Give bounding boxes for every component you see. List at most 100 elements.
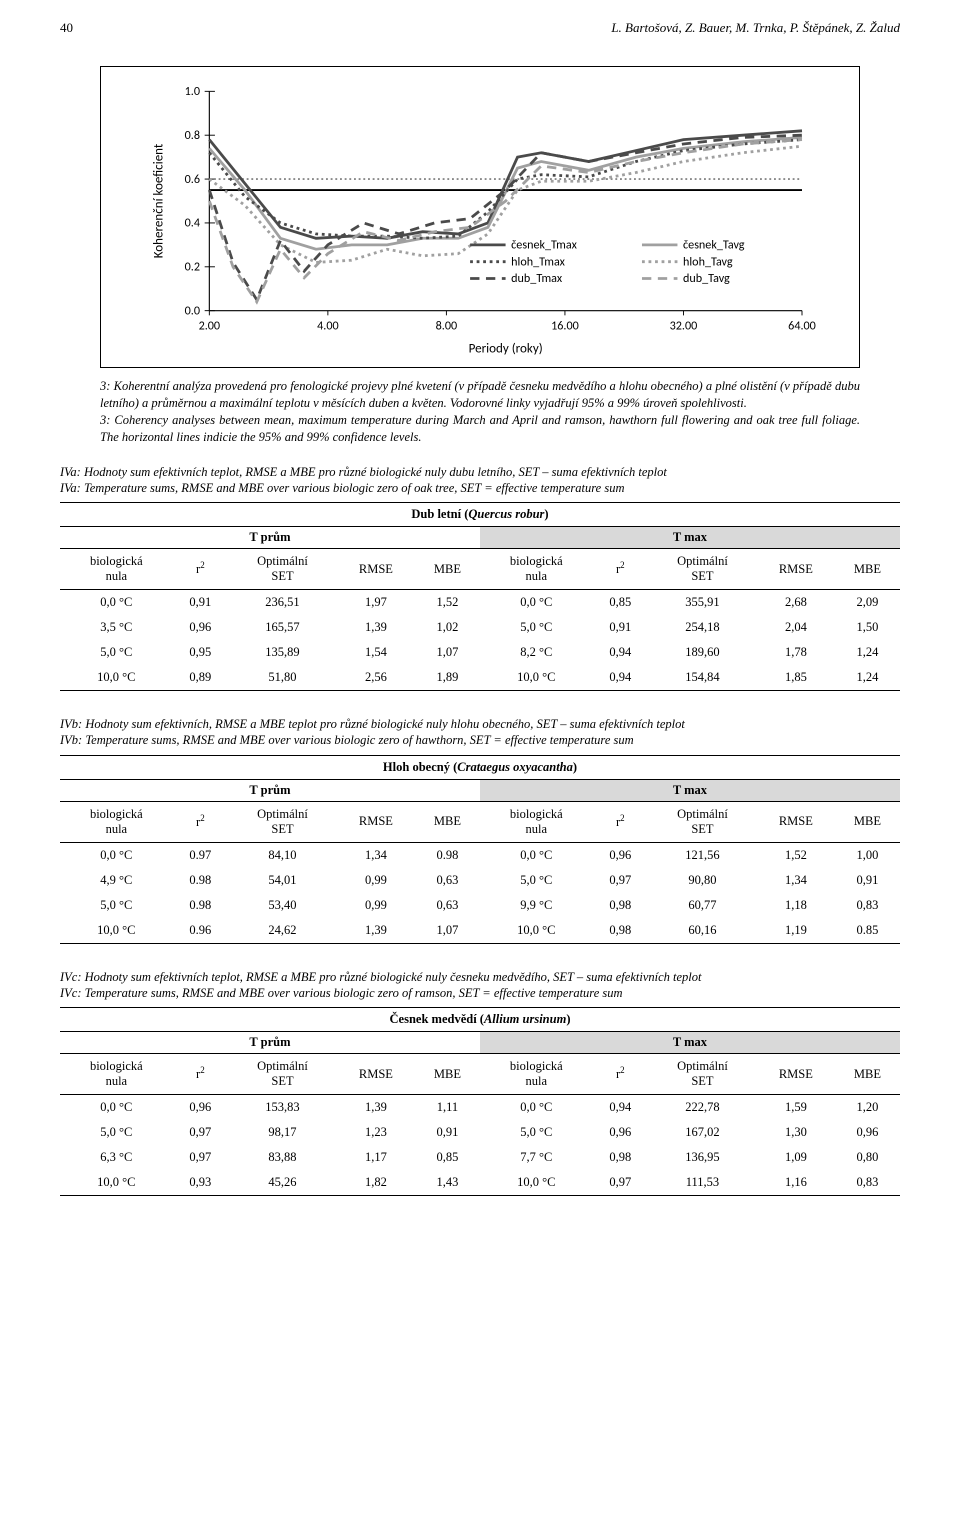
page-number: 40 xyxy=(60,20,73,36)
col-bio-nula: biologickánula xyxy=(60,549,173,590)
table-row: 0,0 °C0,91236,511,971,520,0 °C0,85355,91… xyxy=(60,590,900,616)
table-cell: 0,99 xyxy=(337,893,415,918)
page-header: 40 L. Bartošová, Z. Bauer, M. Trnka, P. … xyxy=(60,20,900,36)
table-cell: 9,9 °C xyxy=(480,893,593,918)
table-cell: 0.98 xyxy=(173,868,228,893)
table-cell: 90,80 xyxy=(648,868,757,893)
table-cell: 1,24 xyxy=(835,640,900,665)
table-cell: 1,00 xyxy=(835,842,900,868)
table-cell: 1,43 xyxy=(415,1170,480,1196)
table-row: 10,0 °C0,8951,802,561,8910,0 °C0,94154,8… xyxy=(60,665,900,691)
figure-caption-cz: 3: Koherentní analýza provedená pro feno… xyxy=(100,379,860,410)
table-cell: 0,0 °C xyxy=(60,1095,173,1121)
table-cell: 0,83 xyxy=(835,893,900,918)
table-cell: 1,78 xyxy=(757,640,835,665)
table-cell: 1,34 xyxy=(337,842,415,868)
svg-text:0.2: 0.2 xyxy=(185,260,200,275)
table-cell: 84,10 xyxy=(228,842,337,868)
table-cell: 10,0 °C xyxy=(480,1170,593,1196)
table-cell: 54,01 xyxy=(228,868,337,893)
table-cell: 1,59 xyxy=(757,1095,835,1121)
svg-text:Koherenční koeficient: Koherenční koeficient xyxy=(151,143,167,258)
col-bio-nula-2: biologickánula xyxy=(480,1054,593,1095)
table-cell: 1,50 xyxy=(835,615,900,640)
table-cell: 5,0 °C xyxy=(480,615,593,640)
table-cell: 1,39 xyxy=(337,615,415,640)
svg-text:1.0: 1.0 xyxy=(185,84,200,99)
table-caption: IVa: Hodnoty sum efektivních teplot, RMS… xyxy=(60,464,900,497)
svg-text:0.0: 0.0 xyxy=(185,303,200,318)
table-cell: 0.98 xyxy=(415,842,480,868)
table-cell: 2,56 xyxy=(337,665,415,691)
table-cell: 1,54 xyxy=(337,640,415,665)
table-cell: 1,39 xyxy=(337,918,415,944)
table-cell: 1,07 xyxy=(415,918,480,944)
col-opt-set-2: OptimálníSET xyxy=(648,801,757,842)
table-cell: 2,04 xyxy=(757,615,835,640)
col-opt-set: OptimálníSET xyxy=(228,549,337,590)
table-cell: 1,30 xyxy=(757,1120,835,1145)
figure-caption: 3: Koherentní analýza provedená pro feno… xyxy=(100,378,860,446)
table-cell: 0,96 xyxy=(173,615,228,640)
table-cell: 165,57 xyxy=(228,615,337,640)
table-row: 5,0 °C0,9798,171,230,915,0 °C0,96167,021… xyxy=(60,1120,900,1145)
col-opt-set-2: OptimálníSET xyxy=(648,549,757,590)
svg-text:česnek_Tmax: česnek_Tmax xyxy=(511,238,577,253)
table-cell: 1,82 xyxy=(337,1170,415,1196)
col-mbe-2: MBE xyxy=(835,1054,900,1095)
table-cell: 0,0 °C xyxy=(60,590,173,616)
table-cell: 4,9 °C xyxy=(60,868,173,893)
table-cell: 1,18 xyxy=(757,893,835,918)
group-tprum: T prům xyxy=(60,527,480,549)
data-table: Dub letní (Quercus robur) T prům T max b… xyxy=(60,502,900,691)
table-cell: 111,53 xyxy=(648,1170,757,1196)
svg-text:hloh_Tmax: hloh_Tmax xyxy=(511,254,565,269)
group-tmax: T max xyxy=(480,1032,900,1054)
figure-caption-en: 3: Coherency analyses between mean, maxi… xyxy=(100,413,860,444)
col-rmse: RMSE xyxy=(337,1054,415,1095)
table-cell: 153,83 xyxy=(228,1095,337,1121)
table-row: 6,3 °C0,9783,881,170,857,7 °C0,98136,951… xyxy=(60,1145,900,1170)
table-cell: 1,23 xyxy=(337,1120,415,1145)
species-title: Hloh obecný (Crataegus oxyacantha) xyxy=(60,755,900,779)
table-cell: 0,91 xyxy=(415,1120,480,1145)
table-cell: 1,09 xyxy=(757,1145,835,1170)
col-rmse-2: RMSE xyxy=(757,1054,835,1095)
table-cell: 1,52 xyxy=(415,590,480,616)
table-cell: 0,99 xyxy=(337,868,415,893)
table-cell: 0,96 xyxy=(835,1120,900,1145)
svg-text:dub_Tmax: dub_Tmax xyxy=(511,271,563,286)
table-cell: 1,19 xyxy=(757,918,835,944)
table-caption-en: IVa: Temperature sums, RMSE and MBE over… xyxy=(60,481,624,495)
table-cell: 0.98 xyxy=(173,893,228,918)
group-tprum: T prům xyxy=(60,1032,480,1054)
table-cell: 60,77 xyxy=(648,893,757,918)
col-opt-set-2: OptimálníSET xyxy=(648,1054,757,1095)
table-cell: 0,91 xyxy=(593,615,648,640)
table-block-2: IVc: Hodnoty sum efektivních teplot, RMS… xyxy=(60,969,900,1197)
group-tmax: T max xyxy=(480,779,900,801)
table-cell: 1,85 xyxy=(757,665,835,691)
svg-text:16.00: 16.00 xyxy=(551,318,579,333)
table-cell: 5,0 °C xyxy=(480,1120,593,1145)
table-cell: 1,17 xyxy=(337,1145,415,1170)
table-cell: 1,97 xyxy=(337,590,415,616)
svg-text:0.8: 0.8 xyxy=(185,128,200,143)
table-cell: 0,80 xyxy=(835,1145,900,1170)
table-cell: 7,7 °C xyxy=(480,1145,593,1170)
table-cell: 1,34 xyxy=(757,868,835,893)
table-row: 3,5 °C0,96165,571,391,025,0 °C0,91254,18… xyxy=(60,615,900,640)
table-block-0: IVa: Hodnoty sum efektivních teplot, RMS… xyxy=(60,464,900,692)
table-cell: 10,0 °C xyxy=(480,665,593,691)
table-cell: 98,17 xyxy=(228,1120,337,1145)
table-cell: 0,0 °C xyxy=(480,1095,593,1121)
species-title: Česnek medvědí (Allium ursinum) xyxy=(60,1008,900,1032)
col-r2: r2 xyxy=(173,801,228,842)
table-cell: 0,96 xyxy=(173,1095,228,1121)
group-tprum: T prům xyxy=(60,779,480,801)
table-cell: 1,39 xyxy=(337,1095,415,1121)
authors-header: L. Bartošová, Z. Bauer, M. Trnka, P. Ště… xyxy=(611,20,900,36)
svg-text:hloh_Tavg: hloh_Tavg xyxy=(683,254,733,269)
table-cell: 53,40 xyxy=(228,893,337,918)
col-opt-set: OptimálníSET xyxy=(228,801,337,842)
